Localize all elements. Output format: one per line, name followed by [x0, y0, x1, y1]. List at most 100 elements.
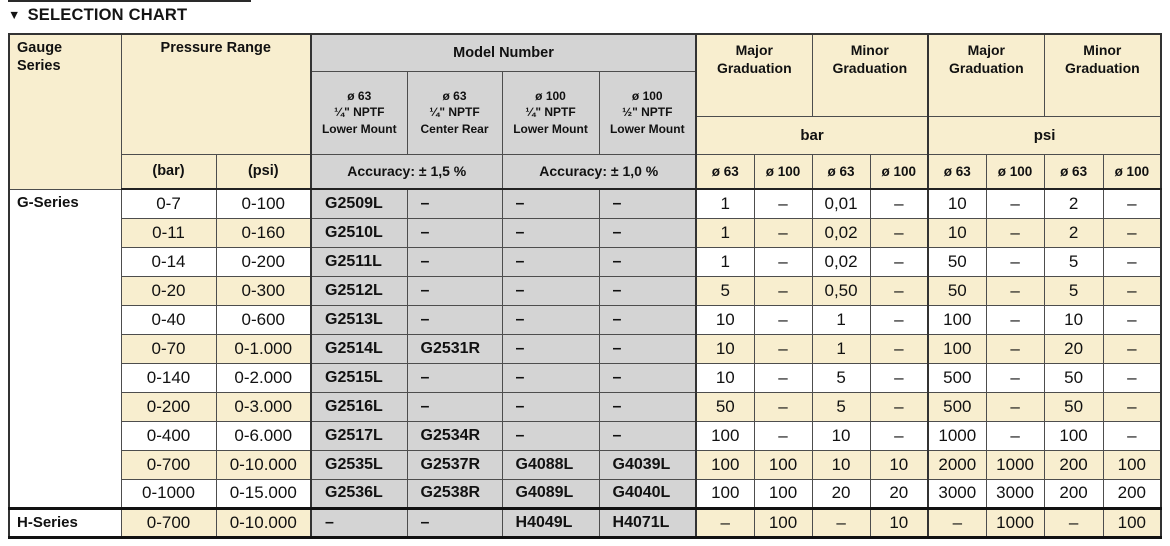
- graduation-value-cell: 10: [1043, 304, 1104, 335]
- model-number-cell: –: [501, 275, 600, 306]
- model-number-cell: –: [598, 275, 697, 306]
- model-number-cell: G2512L: [310, 275, 408, 306]
- graduation-value-cell: –: [1102, 217, 1162, 248]
- model-number-cell: G2534R: [406, 420, 503, 451]
- graduation-value-cell: 100: [1043, 420, 1104, 451]
- graduation-value-cell: –: [869, 217, 929, 248]
- col-header-pressure-psi: (psi): [215, 153, 312, 190]
- col-header-major-graduation-psi: Major Graduation: [927, 33, 1045, 117]
- graduation-value-cell: –: [753, 362, 813, 393]
- model-number-cell: G4088L: [501, 449, 600, 480]
- table-row: 0-140 0-2.000 G2515L – – –10–5–500–50–: [9, 362, 1162, 393]
- graduation-value-cell: 5: [811, 362, 871, 393]
- graduation-value-cell: –: [1102, 304, 1162, 335]
- graduation-value-cell: 10: [927, 217, 987, 248]
- model-number-cell: –: [406, 391, 503, 422]
- model-number-cell: G2515L: [310, 362, 408, 393]
- col-header-model-100-lower: ø 100 ¼" NPTF Lower Mount: [501, 70, 600, 155]
- model-number-cell: –: [598, 391, 697, 422]
- graduation-value-cell: 50: [927, 246, 987, 277]
- table-header: Gauge Series Pressure Range Model Number…: [8, 33, 1162, 190]
- graduation-value-cell: –: [985, 420, 1045, 451]
- graduation-value-cell: –: [985, 217, 1045, 248]
- graduation-value-cell: 10: [927, 188, 987, 219]
- graduation-value-cell: 200: [1043, 449, 1104, 480]
- graduation-value-cell: 100: [1102, 449, 1162, 480]
- model-number-cell: –: [501, 333, 600, 364]
- model-number-cell: –: [598, 333, 697, 364]
- graduation-value-cell: –: [985, 391, 1045, 422]
- triangle-marker-icon: ▼: [8, 8, 21, 22]
- model-number-cell: G2536L: [310, 478, 408, 509]
- graduation-value-cell: –: [985, 362, 1045, 393]
- graduation-value-cell: 5: [1043, 275, 1104, 306]
- table-body: G-Series 0-7 0-100 G2509L – – –1–0,01–10–2–0-1…: [8, 188, 1162, 538]
- graduation-value-cell: –: [985, 188, 1045, 219]
- section-title: ▼ SELECTION CHART: [8, 6, 187, 25]
- pressure-psi-cell: 0-160: [215, 217, 312, 248]
- model-number-cell: G2516L: [310, 391, 408, 422]
- table-row: 0-400 0-6.000 G2517L G2534R – –100–10–1000–10…: [9, 420, 1162, 451]
- graduation-value-cell: 1: [811, 304, 871, 335]
- graduation-value-cell: 100: [927, 304, 987, 335]
- graduation-value-cell: 2: [1043, 188, 1104, 219]
- model-number-cell: –: [598, 304, 697, 335]
- table-row: 0-700 0-10.000 G2535L G2537R G4088L G4039L 100…: [9, 449, 1162, 480]
- graduation-value-cell: 2000: [927, 449, 987, 480]
- graduation-value-cell: –: [985, 304, 1045, 335]
- col-header-accuracy-1-0: Accuracy: ± 1,0 %: [501, 153, 697, 190]
- pressure-psi-cell: 0-300: [215, 275, 312, 306]
- graduation-value-cell: –: [869, 304, 929, 335]
- graduation-value-cell: –: [753, 275, 813, 306]
- model-number-cell: G4089L: [501, 478, 600, 509]
- graduation-value-cell: 5: [695, 275, 755, 306]
- pressure-bar-cell: 0-1000: [120, 478, 217, 509]
- graduation-value-cell: –: [695, 506, 755, 538]
- graduation-value-cell: 5: [1043, 246, 1104, 277]
- graduation-value-cell: 100: [927, 333, 987, 364]
- graduation-value-cell: 10: [695, 304, 755, 335]
- model-number-cell: G2510L: [310, 217, 408, 248]
- graduation-value-cell: 0,02: [811, 217, 871, 248]
- model-number-cell: –: [501, 304, 600, 335]
- table-row: 0-70 0-1.000 G2514L G2531R – –10–1–100–20–: [9, 333, 1162, 364]
- table-row: 0-40 0-600 G2513L – – –10–1–100–10–: [9, 304, 1162, 335]
- graduation-value-cell: 100: [1102, 506, 1162, 538]
- header-row-1: Gauge Series Pressure Range Model Number…: [8, 33, 1162, 190]
- graduation-value-cell: –: [869, 391, 929, 422]
- graduation-value-cell: 50: [1043, 362, 1104, 393]
- col-header-dia-100-bar-minor: ø 100: [869, 153, 929, 190]
- pressure-bar-cell: 0-700: [120, 506, 217, 538]
- graduation-value-cell: –: [869, 333, 929, 364]
- pressure-bar-cell: 0-11: [120, 217, 217, 248]
- pressure-psi-cell: 0-600: [215, 304, 312, 335]
- col-header-dia-63-bar-major: ø 63: [695, 153, 755, 190]
- model-number-cell: –: [310, 506, 408, 538]
- pressure-bar-cell: 0-400: [120, 420, 217, 451]
- graduation-value-cell: –: [1102, 246, 1162, 277]
- graduation-value-cell: –: [869, 246, 929, 277]
- graduation-value-cell: –: [811, 506, 871, 538]
- model-number-cell: G2531R: [406, 333, 503, 364]
- graduation-value-cell: 5: [811, 391, 871, 422]
- col-header-minor-graduation-psi: Minor Graduation: [1043, 33, 1162, 117]
- model-number-cell: G2514L: [310, 333, 408, 364]
- graduation-value-cell: –: [1102, 275, 1162, 306]
- model-number-cell: –: [501, 246, 600, 277]
- col-header-model-number: Model Number: [310, 33, 697, 72]
- graduation-value-cell: 0,01: [811, 188, 871, 219]
- model-number-cell: G2538R: [406, 478, 503, 509]
- graduation-value-cell: –: [1102, 420, 1162, 451]
- graduation-value-cell: 100: [753, 506, 813, 538]
- table-row: 0-20 0-300 G2512L – – –5–0,50–50–5–: [9, 275, 1162, 306]
- graduation-value-cell: –: [753, 246, 813, 277]
- graduation-value-cell: 10: [695, 333, 755, 364]
- graduation-value-cell: 10: [869, 506, 929, 538]
- pressure-bar-cell: 0-700: [120, 449, 217, 480]
- model-number-cell: G4040L: [598, 478, 697, 509]
- graduation-value-cell: –: [927, 506, 987, 538]
- model-number-cell: G2509L: [310, 188, 408, 219]
- graduation-value-cell: 50: [1043, 391, 1104, 422]
- graduation-value-cell: 3000: [927, 478, 987, 509]
- graduation-value-cell: –: [1102, 188, 1162, 219]
